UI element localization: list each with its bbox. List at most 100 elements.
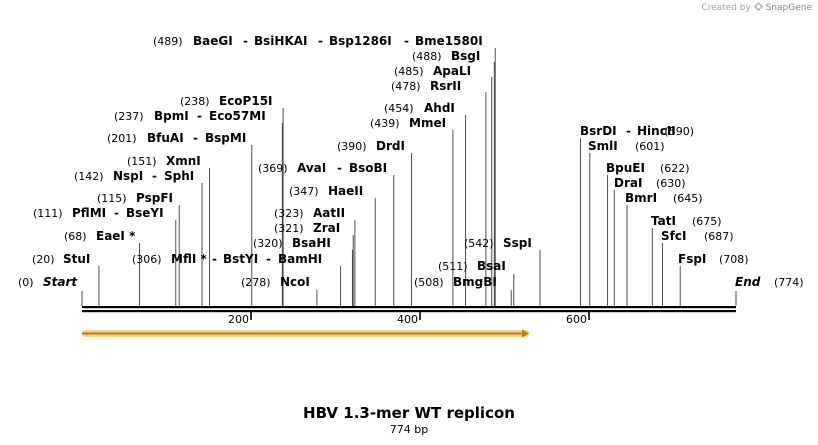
site-name: SfcI	[661, 229, 686, 243]
site-pos: (68)	[64, 230, 87, 243]
site-pos: (485)	[394, 65, 424, 78]
site-name: BfuAI	[147, 131, 184, 145]
site-pos: (111)	[33, 207, 63, 220]
ruler-ticks: 200 400 600	[228, 312, 590, 326]
site-name: BamHI	[278, 252, 322, 266]
start-pos: (0)	[18, 276, 34, 289]
site-name: SphI	[164, 169, 194, 183]
separator: -	[114, 206, 119, 220]
tick-label-400: 400	[397, 313, 418, 326]
tick-label-600: 600	[566, 313, 587, 326]
tick-label-200: 200	[228, 313, 249, 326]
site-name: Bsp1286I	[329, 34, 392, 48]
site-pos: (390)	[337, 140, 367, 153]
site-name: BsoBI	[349, 161, 387, 175]
site-pos: (323)	[274, 207, 304, 220]
site-name: MflI *	[171, 252, 207, 266]
site-name: Eco57MI	[209, 109, 266, 123]
separator: -	[266, 252, 271, 266]
site-pos: (687)	[704, 230, 734, 243]
site-name: PflMI	[72, 206, 106, 220]
site-pos: (489)	[153, 35, 183, 48]
site-name: HincII	[637, 124, 676, 138]
site-name: TatI	[651, 214, 676, 228]
site-name: BsiHKAI	[254, 34, 308, 48]
site-name: ApaLI	[433, 64, 471, 78]
backbone-bottom-strand	[82, 310, 736, 313]
site-name: DrdI	[376, 139, 405, 153]
site-pos: (508)	[414, 276, 444, 289]
site-name: BsrDI	[580, 124, 617, 138]
site-pos: (151)	[127, 155, 157, 168]
site-pos: (142)	[74, 170, 104, 183]
site-name: AatII	[313, 206, 345, 220]
site-name: StuI	[63, 252, 90, 266]
site-name: XmnI	[166, 154, 201, 168]
start-label: Start	[43, 275, 78, 289]
site-name: DraI	[614, 176, 642, 190]
site-name: EcoP15I	[219, 94, 273, 108]
site-name: BpuEI	[606, 161, 645, 175]
feature-arrow[interactable]	[82, 329, 529, 338]
site-name: SspI	[503, 236, 532, 250]
site-name: PspFI	[136, 191, 173, 205]
site-name: AvaI	[297, 161, 326, 175]
site-pos: (20)	[32, 253, 55, 266]
snapgene-logo-icon	[753, 2, 763, 11]
site-pos: (115)	[97, 192, 127, 205]
site-pos: (488)	[412, 50, 442, 63]
restriction-map: 200 400 600 (0) Start End (774) (20) Stu…	[18, 34, 804, 338]
site-name: Bme1580I	[415, 34, 483, 48]
separator: -	[404, 34, 409, 48]
map-length: 774 bp	[389, 423, 429, 436]
site-name: NspI	[113, 169, 143, 183]
site-name: BaeGI	[193, 34, 233, 48]
site-name: RsrII	[430, 79, 461, 93]
site-pos: (201)	[107, 132, 137, 145]
site-pos: (478)	[391, 80, 421, 93]
dna-backbone	[82, 306, 736, 313]
site-labels: (0) Start End (774) (20) StuI (68) EaeI …	[18, 34, 804, 289]
site-name: BmrI	[625, 191, 657, 205]
site-pos: (708)	[719, 253, 749, 266]
site-name: MmeI	[409, 116, 446, 130]
separator: -	[626, 124, 631, 138]
site-pos: (622)	[660, 162, 690, 175]
site-name: BstYI	[223, 252, 258, 266]
separator: -	[337, 161, 342, 175]
site-name: BspMI	[205, 131, 246, 145]
site-pos: (675)	[692, 215, 722, 228]
site-name: ZraI	[313, 221, 340, 235]
site-name: FspI	[678, 252, 706, 266]
site-name: AhdI	[424, 101, 455, 115]
credit: Created by SnapGene	[701, 2, 812, 13]
site-pos: (645)	[673, 192, 703, 205]
site-pos: (601)	[635, 140, 665, 153]
feature-arrow-head	[522, 329, 529, 338]
credit-prefix: Created by	[701, 3, 751, 13]
site-name: BpmI	[154, 109, 189, 123]
map-title: HBV 1.3-mer WT replicon	[303, 404, 515, 422]
site-lines	[81, 48, 737, 306]
site-pos: (278)	[241, 276, 271, 289]
site-pos: (237)	[114, 110, 144, 123]
site-pos: (321)	[274, 222, 304, 235]
separator: -	[152, 169, 157, 183]
site-name: NcoI	[280, 275, 310, 289]
separator: -	[243, 34, 248, 48]
separator: -	[318, 34, 323, 48]
site-pos: (306)	[132, 253, 162, 266]
site-name: BsgI	[451, 49, 480, 63]
site-pos: (542)	[464, 237, 494, 250]
site-pos: (439)	[370, 117, 400, 130]
site-name: BsaI	[477, 259, 506, 273]
site-pos: (454)	[384, 102, 414, 115]
site-name: BsaHI	[292, 236, 331, 250]
site-pos: (320)	[253, 237, 283, 250]
site-pos: (369)	[258, 162, 288, 175]
separator: -	[212, 252, 217, 266]
site-name: BmgBI	[453, 275, 497, 289]
site-pos: (238)	[180, 95, 210, 108]
end-label: End	[735, 275, 761, 289]
site-pos: (511)	[438, 260, 468, 273]
